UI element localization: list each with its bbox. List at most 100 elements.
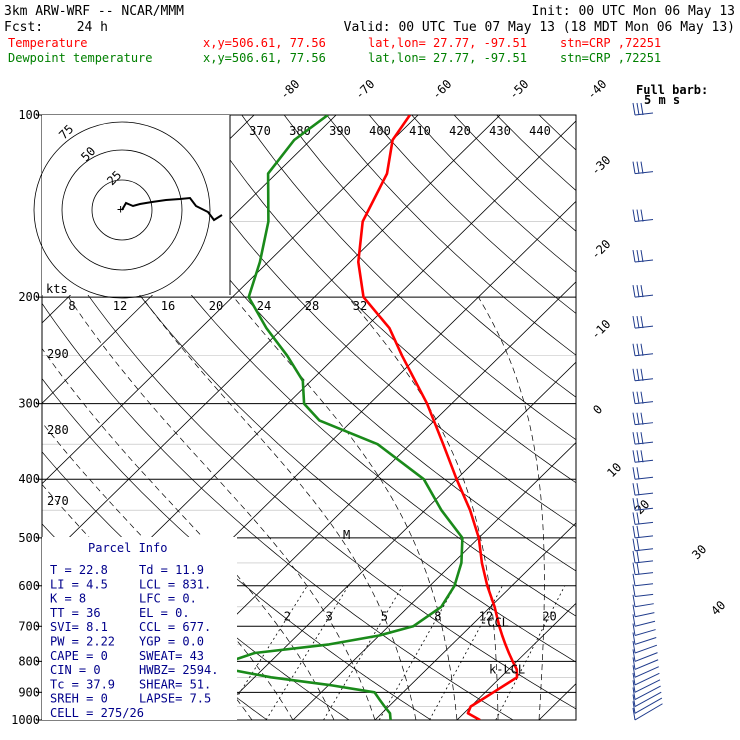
dry-adiabat: [582, 115, 740, 720]
wind-barb: [632, 691, 662, 707]
parcel-info-right: LFC = 0.: [139, 592, 197, 606]
mixing-ratio-label: 2: [284, 609, 291, 623]
wind-barb: [632, 512, 654, 525]
parcel-info-left: K = 8: [50, 592, 86, 606]
legend-temperature-latlon: lat,lon= 27.77, -97.51: [368, 36, 527, 50]
isotherm: [538, 683, 576, 720]
wind-barb: [632, 649, 658, 662]
theta-label: 370: [249, 124, 271, 138]
wind-barb: [632, 343, 654, 357]
hodograph-scale-label: 16: [161, 299, 175, 313]
wind-barb: [632, 640, 658, 654]
mixing-ratio-label: 8: [434, 609, 441, 623]
pressure-tick-label: 800: [18, 654, 40, 668]
forecast-hour: 24 h: [77, 20, 108, 35]
dry-adiabat: [538, 115, 576, 151]
isotherm-label: 10: [604, 460, 624, 480]
parcel-info-left: SVI= 8.1: [50, 620, 108, 634]
wind-barb: [632, 614, 656, 627]
wind-barb: [632, 665, 659, 678]
isotherm-label: -70: [352, 77, 377, 102]
parcel-info-left: CIN = 0: [50, 663, 101, 677]
wind-barb: [632, 525, 654, 539]
wind-barb: [632, 679, 661, 693]
dry-adiabat: [496, 115, 576, 191]
parcel-info-title: Parcel Info: [88, 541, 167, 555]
isotherm: [0, 115, 8, 720]
isotherm-label: -20: [588, 237, 613, 262]
wind-barb: [632, 623, 656, 636]
dry-adiabat: [42, 302, 514, 720]
wind-barb: [632, 368, 654, 382]
hodograph-ring: [33, 121, 211, 299]
mixing-ratio-line: [265, 585, 349, 720]
theta-label: 410: [409, 124, 431, 138]
wind-barb: [632, 550, 654, 564]
forecast-label: Fcst:: [4, 20, 43, 35]
pressure-tick-label: 700: [18, 619, 40, 633]
mixing-ratio-line: [323, 585, 403, 720]
wind-barb: [632, 209, 654, 223]
theta-label: 380: [289, 124, 311, 138]
isotherm-label: -10: [588, 317, 613, 342]
isotherm-label: 20: [632, 497, 652, 517]
parcel-info-right: SHEAR= 51.: [139, 677, 211, 691]
legend-dewpoint-name: Dewpoint temperature: [8, 51, 153, 65]
dry-adiabat: [42, 224, 576, 710]
dry-adiabat: [241, 115, 576, 441]
parcel-info-right: EL = 0.: [139, 606, 190, 620]
mixing-ratio-line: [429, 585, 503, 720]
wind-barb: [632, 483, 654, 496]
parcel-info-right: HWBZ= 2594.: [139, 663, 218, 677]
wind-barb: [632, 584, 654, 598]
isotherm: [42, 115, 337, 404]
dry-adiabat: [71, 115, 576, 617]
legend-dewpoint-xy: x,y=506.61, 77.56: [203, 51, 326, 65]
wind-barb: [632, 632, 657, 645]
pressure-tick-label: 400: [18, 472, 40, 486]
dry-adiabat: [42, 140, 576, 663]
hodograph-scale-label: 32: [353, 299, 367, 313]
pressure-tick-label: 300: [18, 397, 40, 411]
theta-label: 430: [489, 124, 511, 138]
parcel-info-box: Parcel Info T = 22.8LI = 4.5K = 8TT = 36…: [42, 537, 237, 720]
wind-barb: [632, 450, 654, 463]
wind-barb: [632, 672, 660, 686]
plot-frame: [41, 114, 577, 721]
barb-legend-title: Full barb:: [636, 83, 708, 97]
level-label-ccl: -CCL: [480, 616, 509, 630]
moist-adiabat: [621, 297, 692, 720]
theta-label: 440: [529, 124, 551, 138]
legend-dewpoint-station: stn=CRP ,72251: [560, 51, 661, 65]
isotherm-label: -80: [277, 77, 302, 102]
dewpoint-line: [228, 115, 464, 720]
isotherm-label: -40: [584, 77, 609, 102]
parcel-info-right: LAPSE= 7.5: [139, 692, 211, 706]
legend-dewpoint-latlon: lat,lon= 27.77, -97.51: [368, 51, 527, 65]
mixing-ratio-label: 5: [381, 609, 388, 623]
parcel-info-left: SREH = 0: [50, 692, 108, 706]
theta-label: 290: [47, 347, 69, 361]
hodograph-scale-label: 12: [113, 299, 127, 313]
mixing-ratio-line: [495, 585, 566, 720]
pressure-tick-label: 100: [18, 108, 40, 122]
hodograph-scale-label: 8: [68, 299, 75, 313]
wind-barbs: Full barb:5 m s: [632, 83, 708, 721]
isotherm: [456, 602, 576, 720]
parcel-info-left: LI = 4.5: [50, 577, 108, 591]
level-label-lcl: k-LCL: [489, 662, 525, 676]
isotherm: [703, 115, 740, 720]
isotherm-label: 30: [689, 542, 709, 562]
legend-temperature-name: Temperature: [8, 36, 87, 50]
hodograph-origin-marker: +: [117, 202, 124, 216]
wind-barb: [632, 412, 654, 426]
temperature-line: [357, 115, 519, 720]
theta-label: 270: [47, 494, 69, 508]
valid-time: Valid: 00 UTC Tue 07 May 13 (18 MDT Mon …: [344, 20, 735, 35]
wind-barb: [632, 604, 655, 618]
wind-barb: [632, 697, 663, 714]
barb-legend-units: 5 m s: [644, 93, 680, 107]
sounding-traces: [228, 115, 519, 720]
wind-barb: [632, 594, 654, 608]
